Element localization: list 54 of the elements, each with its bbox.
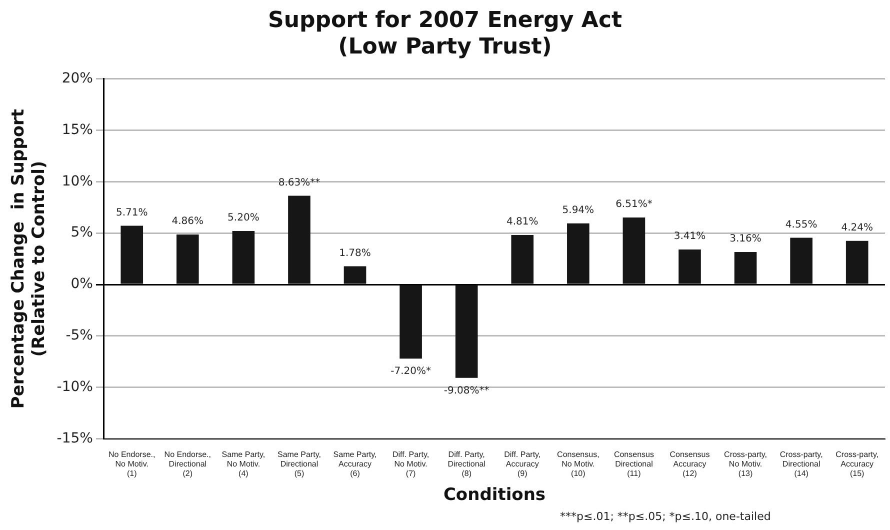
- x-tick-label: Same Party, Accuracy (6): [333, 450, 377, 478]
- x-tick-label: Diff. Party, No Motiv. (7): [392, 450, 430, 478]
- data-label: 5.94%: [562, 205, 594, 216]
- y-tick-label: 15%: [62, 122, 93, 138]
- x-tick-label: No Endorse., No Motiv. (1): [108, 450, 156, 478]
- bar: [734, 252, 757, 284]
- data-label: 4.55%: [785, 219, 818, 230]
- bar: [511, 235, 534, 284]
- data-label: 4.81%: [506, 216, 538, 228]
- bar: [790, 238, 812, 284]
- data-label: 3.41%: [674, 231, 706, 242]
- data-label: -7.20%*: [390, 366, 431, 378]
- x-tick-label: Diff. Party, Accuracy (9): [504, 450, 541, 478]
- x-tick-label: Cross-party, Directional (14): [780, 450, 823, 478]
- data-label: 3.16%: [730, 234, 762, 245]
- y-tick-label: 0%: [70, 276, 93, 292]
- x-tick-label: Consensus Accuracy (12): [670, 450, 710, 478]
- data-label: 4.86%: [172, 216, 204, 228]
- bar: [120, 226, 144, 284]
- bar: [455, 285, 478, 378]
- bar: [176, 234, 199, 284]
- chart-title: Support for 2007 Energy Act (Low Party Trust): [268, 8, 622, 60]
- x-tick-label: Cross-party, Accuracy (15): [836, 450, 879, 478]
- y-tick-label: 10%: [62, 173, 93, 190]
- data-label: 6.51%*: [616, 199, 652, 210]
- y-tick-label: -10%: [56, 379, 93, 396]
- x-tick-label: No Endorse., Directional (2): [164, 450, 211, 478]
- y-tick-label: 20%: [62, 70, 93, 86]
- x-tick-label: Consensus Directional (11): [614, 450, 654, 478]
- y-tick-label: -15%: [56, 430, 93, 446]
- y-axis-title: Percentage Change in Support (Relative to Control): [8, 108, 50, 409]
- x-tick-label: Cross-party, No Motiv. (13): [724, 450, 768, 478]
- data-label: 5.20%: [228, 212, 260, 224]
- data-label: -9.08%**: [444, 386, 490, 396]
- x-tick-label: Same Party, No Motiv. (4): [222, 450, 266, 478]
- bar: [567, 223, 590, 284]
- data-label: 8.63%**: [278, 177, 320, 188]
- bar: [400, 285, 422, 359]
- x-tick-label: Diff. Party, Directional (8): [448, 450, 486, 478]
- text: ***p≤.01; **p≤.05; *p≤.10, one-tailed: [560, 510, 771, 523]
- y-tick-label: 5%: [70, 224, 93, 241]
- x-tick-label: Same Party, Directional (5): [278, 450, 321, 478]
- bar: [678, 249, 701, 284]
- data-label: 4.24%: [841, 222, 873, 234]
- bar: [288, 196, 310, 284]
- data-label: 5.71%: [116, 207, 148, 218]
- y-tick-label: -5%: [66, 328, 93, 344]
- bar: [344, 266, 366, 284]
- bar: [232, 231, 255, 284]
- bar: [622, 218, 646, 284]
- x-axis-title: Conditions: [443, 485, 546, 506]
- data-label: 1.78%: [339, 248, 371, 259]
- bar: [846, 240, 868, 284]
- x-tick-label: Consensus, No Motiv. (10): [557, 450, 600, 478]
